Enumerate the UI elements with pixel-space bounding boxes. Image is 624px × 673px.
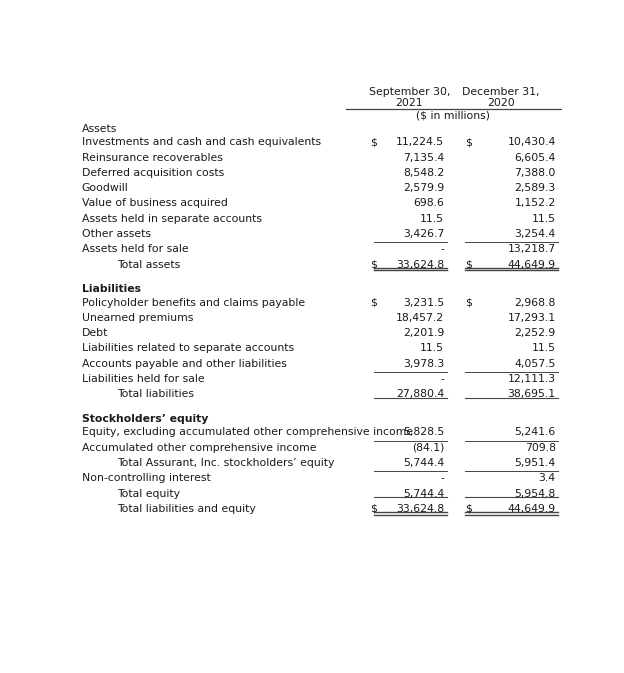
- Text: Total liabilities and equity: Total liabilities and equity: [117, 504, 255, 514]
- Text: 7,135.4: 7,135.4: [403, 153, 444, 163]
- Text: -: -: [440, 244, 444, 254]
- Text: 709.8: 709.8: [525, 443, 556, 453]
- Text: Accounts payable and other liabilities: Accounts payable and other liabilities: [82, 359, 287, 369]
- Text: $: $: [465, 297, 472, 308]
- Text: -: -: [440, 473, 444, 483]
- Text: $: $: [371, 504, 378, 514]
- Text: 5,828.5: 5,828.5: [403, 427, 444, 437]
- Text: 3.4: 3.4: [539, 473, 556, 483]
- Text: Investments and cash and cash equivalents: Investments and cash and cash equivalent…: [82, 137, 321, 147]
- Text: 5,744.4: 5,744.4: [403, 458, 444, 468]
- Text: Accumulated other comprehensive income: Accumulated other comprehensive income: [82, 443, 316, 453]
- Text: Assets held for sale: Assets held for sale: [82, 244, 188, 254]
- Text: 33,624.8: 33,624.8: [396, 260, 444, 270]
- Text: Value of business acquired: Value of business acquired: [82, 199, 228, 209]
- Text: 8,548.2: 8,548.2: [403, 168, 444, 178]
- Text: 7,388.0: 7,388.0: [514, 168, 556, 178]
- Text: Equity, excluding accumulated other comprehensive income: Equity, excluding accumulated other comp…: [82, 427, 413, 437]
- Text: Goodwill: Goodwill: [82, 183, 129, 193]
- Text: 4,057.5: 4,057.5: [514, 359, 556, 369]
- Text: 3,978.3: 3,978.3: [403, 359, 444, 369]
- Text: Liabilities held for sale: Liabilities held for sale: [82, 374, 205, 384]
- Text: 2,579.9: 2,579.9: [403, 183, 444, 193]
- Text: -: -: [440, 374, 444, 384]
- Text: 5,954.8: 5,954.8: [515, 489, 556, 499]
- Text: 2,252.9: 2,252.9: [515, 328, 556, 339]
- Text: Stockholders’ equity: Stockholders’ equity: [82, 414, 208, 424]
- Text: $: $: [371, 260, 378, 270]
- Text: 12,111.3: 12,111.3: [508, 374, 556, 384]
- Text: Assets held in separate accounts: Assets held in separate accounts: [82, 214, 262, 223]
- Text: $: $: [371, 297, 378, 308]
- Text: 2021: 2021: [396, 98, 423, 108]
- Text: Liabilities: Liabilities: [82, 284, 141, 294]
- Text: December 31,: December 31,: [462, 87, 540, 97]
- Text: 5,951.4: 5,951.4: [515, 458, 556, 468]
- Text: 2,968.8: 2,968.8: [515, 297, 556, 308]
- Text: 11.5: 11.5: [420, 343, 444, 353]
- Text: 11.5: 11.5: [532, 343, 556, 353]
- Text: 17,293.1: 17,293.1: [508, 313, 556, 323]
- Text: 33,624.8: 33,624.8: [396, 504, 444, 514]
- Text: Total liabilities: Total liabilities: [117, 390, 193, 399]
- Text: 11,224.5: 11,224.5: [396, 137, 444, 147]
- Text: 6,605.4: 6,605.4: [514, 153, 556, 163]
- Text: $: $: [371, 137, 378, 147]
- Text: 2020: 2020: [487, 98, 515, 108]
- Text: $: $: [465, 504, 472, 514]
- Text: 3,231.5: 3,231.5: [403, 297, 444, 308]
- Text: 3,426.7: 3,426.7: [403, 229, 444, 239]
- Text: 1,152.2: 1,152.2: [515, 199, 556, 209]
- Text: Total assets: Total assets: [117, 260, 180, 270]
- Text: 10,430.4: 10,430.4: [507, 137, 556, 147]
- Text: Unearned premiums: Unearned premiums: [82, 313, 193, 323]
- Text: 18,457.2: 18,457.2: [396, 313, 444, 323]
- Text: 27,880.4: 27,880.4: [396, 390, 444, 399]
- Text: Liabilities related to separate accounts: Liabilities related to separate accounts: [82, 343, 294, 353]
- Text: 5,744.4: 5,744.4: [403, 489, 444, 499]
- Text: Non-controlling interest: Non-controlling interest: [82, 473, 211, 483]
- Text: Deferred acquisition costs: Deferred acquisition costs: [82, 168, 224, 178]
- Text: $: $: [465, 260, 472, 270]
- Text: Debt: Debt: [82, 328, 108, 339]
- Text: Other assets: Other assets: [82, 229, 151, 239]
- Text: 2,201.9: 2,201.9: [402, 328, 444, 339]
- Text: 44,649.9: 44,649.9: [508, 504, 556, 514]
- Text: Policyholder benefits and claims payable: Policyholder benefits and claims payable: [82, 297, 305, 308]
- Text: Total equity: Total equity: [117, 489, 180, 499]
- Text: 698.6: 698.6: [413, 199, 444, 209]
- Text: 11.5: 11.5: [532, 214, 556, 223]
- Text: ($ in millions): ($ in millions): [416, 110, 490, 120]
- Text: Reinsurance recoverables: Reinsurance recoverables: [82, 153, 223, 163]
- Text: 13,218.7: 13,218.7: [508, 244, 556, 254]
- Text: $: $: [465, 137, 472, 147]
- Text: 11.5: 11.5: [420, 214, 444, 223]
- Text: 2,589.3: 2,589.3: [515, 183, 556, 193]
- Text: September 30,: September 30,: [369, 87, 450, 97]
- Text: 5,241.6: 5,241.6: [515, 427, 556, 437]
- Text: 38,695.1: 38,695.1: [508, 390, 556, 399]
- Text: Assets: Assets: [82, 124, 117, 134]
- Text: Total Assurant, Inc. stockholders’ equity: Total Assurant, Inc. stockholders’ equit…: [117, 458, 334, 468]
- Text: 44,649.9: 44,649.9: [508, 260, 556, 270]
- Text: (84.1): (84.1): [412, 443, 444, 453]
- Text: 3,254.4: 3,254.4: [515, 229, 556, 239]
